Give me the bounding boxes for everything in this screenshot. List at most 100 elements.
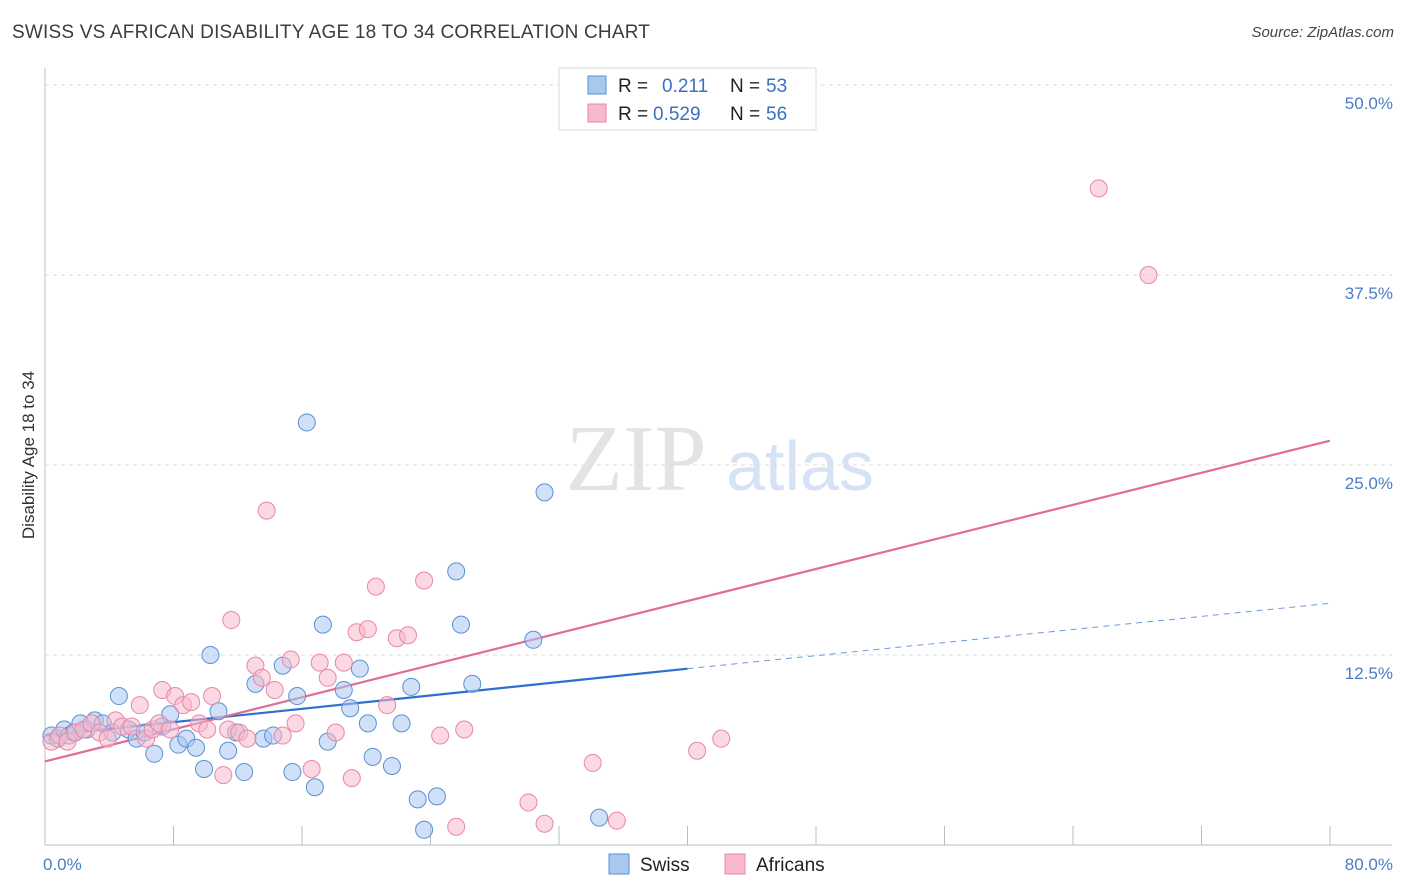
point-africans-39 (334, 653, 353, 672)
point-africans-23 (214, 766, 233, 785)
point-africans-48 (431, 726, 450, 745)
legend-swatch-swiss (587, 75, 607, 95)
point-swiss-33 (305, 778, 324, 797)
point-africans-44 (378, 696, 397, 715)
point-africans-47 (415, 571, 434, 590)
point-swiss-39 (358, 714, 377, 733)
legend-r-label-swiss: R = (618, 76, 648, 97)
point-africans-46 (399, 626, 418, 645)
point-swiss-43 (402, 677, 421, 696)
point-africans-53 (583, 753, 602, 772)
point-africans-32 (273, 726, 292, 745)
point-swiss-23 (219, 741, 238, 760)
bottom-legend-label-swiss: Swiss (640, 855, 690, 876)
point-swiss-38 (350, 659, 369, 678)
point-swiss-19 (186, 738, 205, 757)
point-swiss-31 (288, 687, 307, 706)
point-swiss-46 (427, 787, 446, 806)
point-swiss-22 (209, 702, 228, 721)
point-swiss-30 (283, 763, 302, 782)
point-swiss-20 (195, 760, 214, 778)
point-swiss-47 (447, 562, 466, 581)
point-swiss-42 (392, 714, 411, 733)
legend-n-label-africans: N = (730, 104, 760, 125)
point-swiss-48 (452, 615, 471, 634)
point-swiss-40 (363, 747, 382, 766)
y-axis-label: Disability Age 18 to 34 (19, 371, 38, 539)
point-africans-11 (130, 696, 149, 715)
y-tick-label-2: 37.5% (1345, 284, 1393, 303)
point-africans-37 (318, 668, 337, 687)
point-africans-51 (519, 793, 538, 812)
data-points (42, 179, 1158, 839)
point-africans-21 (198, 720, 217, 739)
x-tick-label-0: 0.0% (43, 855, 82, 874)
point-africans-57 (1089, 179, 1108, 198)
source-credit: Source: ZipAtlas.com (1251, 24, 1394, 41)
point-africans-54 (607, 811, 626, 830)
legend-swatch-africans (587, 103, 607, 123)
point-swiss-25 (235, 763, 254, 782)
legend-r-value-africans: 0.529 (653, 104, 701, 125)
point-africans-10 (122, 717, 141, 736)
point-africans-58 (1139, 266, 1158, 284)
point-africans-49 (447, 817, 466, 836)
bottom-legend-label-africans: Africans (756, 855, 825, 876)
y-tick-label-0: 12.5% (1345, 664, 1393, 683)
point-africans-25 (222, 611, 241, 630)
point-swiss-44 (408, 790, 427, 809)
point-africans-43 (366, 577, 385, 596)
point-africans-31 (265, 680, 284, 699)
point-swiss-36 (334, 680, 353, 699)
watermark-zip: ZIP (566, 407, 707, 511)
tick-labels: 12.5% 25.0% 37.5% 50.0% 0.0% 80.0% (43, 94, 1393, 874)
y-tick-label-3: 50.0% (1345, 94, 1393, 113)
point-swiss-37 (341, 699, 360, 718)
point-africans-29 (252, 668, 271, 687)
point-swiss-51 (535, 483, 554, 502)
point-africans-55 (688, 741, 707, 760)
point-africans-50 (455, 720, 474, 739)
bottom-legend: Swiss Africans (608, 853, 825, 876)
point-africans-56 (712, 729, 731, 748)
point-swiss-45 (415, 820, 434, 839)
bottom-legend-swatch-swiss (608, 853, 630, 875)
point-africans-22 (203, 687, 222, 706)
point-swiss-49 (463, 674, 482, 693)
point-africans-52 (535, 814, 554, 833)
point-africans-7 (98, 729, 117, 748)
point-africans-36 (310, 653, 329, 672)
point-africans-16 (161, 720, 180, 739)
point-swiss-32 (297, 413, 316, 432)
trend-line-swiss-extension (687, 602, 1331, 670)
trend-line-africans (44, 439, 1331, 763)
point-africans-38 (326, 723, 345, 742)
point-africans-42 (358, 620, 377, 639)
legend-n-value-africans: 56 (766, 104, 787, 125)
point-africans-27 (238, 729, 257, 748)
watermark-atlas: atlas (726, 427, 874, 505)
point-africans-40 (342, 769, 361, 788)
y-tick-label-1: 25.0% (1345, 474, 1393, 493)
point-africans-34 (286, 714, 305, 733)
point-africans-30 (257, 501, 276, 520)
point-africans-33 (281, 650, 300, 669)
bottom-legend-swatch-africans (724, 853, 746, 875)
grid-lines (45, 84, 1392, 656)
legend-n-label-swiss: N = (730, 76, 760, 97)
legend-r-label-africans: R = (618, 104, 648, 125)
legend-r-value-swiss: 0.211 (662, 76, 708, 97)
legend-n-value-swiss: 53 (766, 76, 787, 97)
point-swiss-50 (524, 630, 543, 649)
point-swiss-41 (382, 756, 401, 775)
chart-title: SWISS VS AFRICAN DISABILITY AGE 18 TO 34… (12, 22, 651, 43)
point-swiss-21 (201, 646, 220, 664)
point-swiss-34 (313, 615, 332, 634)
point-swiss-10 (109, 687, 128, 706)
point-africans-35 (302, 760, 321, 778)
point-africans-19 (182, 693, 201, 712)
point-swiss-52 (590, 808, 609, 827)
point-swiss-14 (145, 744, 164, 763)
x-tick-label-1: 80.0% (1345, 855, 1393, 874)
